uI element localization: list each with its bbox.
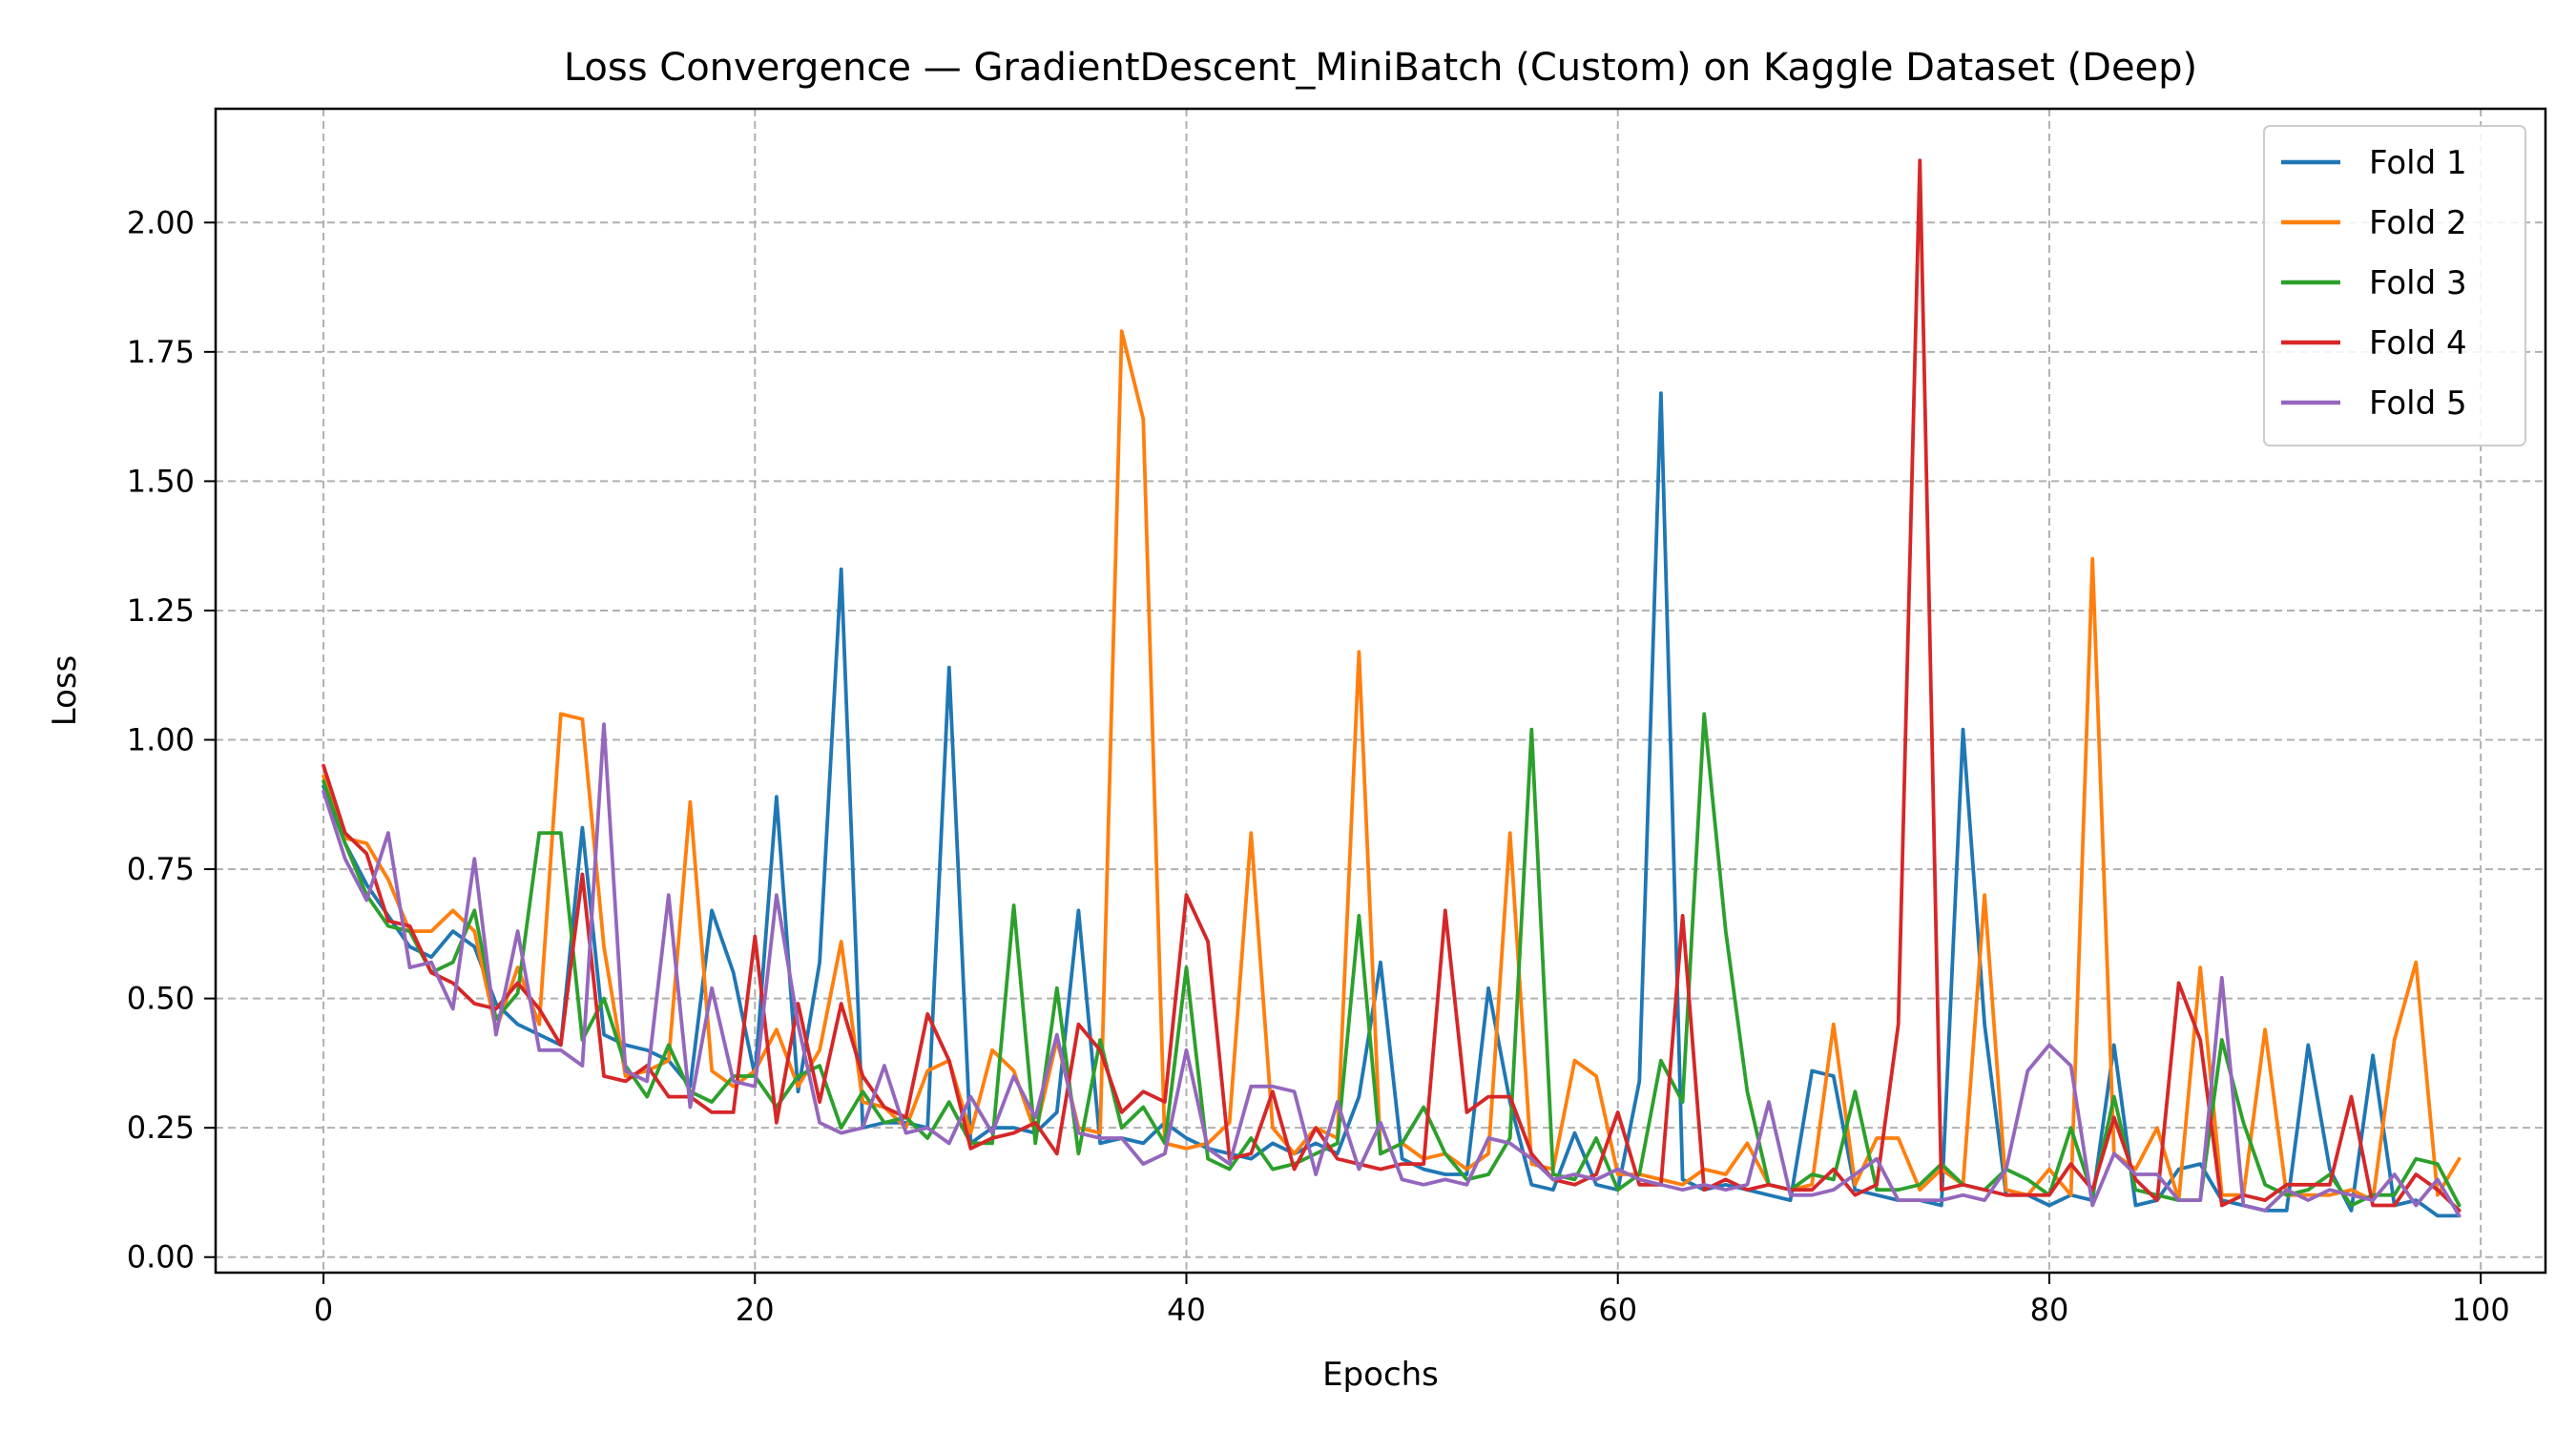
- x-axis-ticks: 0 20 40 60 80 100: [314, 1273, 2510, 1328]
- legend: Fold 1 Fold 2 Fold 3 Fold 4 Fold 5: [2263, 125, 2526, 446]
- x-tick-label: 100: [2452, 1292, 2510, 1328]
- y-tick-label: 0.75: [127, 851, 195, 887]
- series-lines: [322, 158, 2462, 1218]
- y-tick-label: 1.75: [127, 334, 195, 370]
- x-tick-label: 0: [314, 1292, 333, 1328]
- y-tick-label: 0.25: [127, 1110, 195, 1146]
- y-tick-label: 2.00: [127, 204, 195, 240]
- y-tick-label: 0.00: [127, 1239, 195, 1275]
- y-axis-label: Loss: [46, 655, 84, 727]
- y-tick-label: 1.50: [127, 463, 195, 499]
- x-tick-label: 60: [1598, 1292, 1637, 1328]
- y-tick-label: 0.50: [127, 981, 195, 1017]
- x-tick-label: 20: [736, 1292, 775, 1328]
- legend-box: [2263, 125, 2526, 446]
- chart-title: Loss Convergence — GradientDescent_MiniB…: [564, 46, 2197, 90]
- series-line-fold-1: [322, 391, 2462, 1218]
- plot-frame: [214, 107, 2547, 1275]
- legend-label: Fold 4: [2369, 324, 2467, 363]
- legend-label: Fold 2: [2369, 204, 2467, 242]
- legend-label: Fold 1: [2369, 144, 2467, 182]
- x-axis-label: Epochs: [1322, 1356, 1439, 1394]
- legend-label: Fold 5: [2369, 384, 2467, 423]
- series-line-fold-5: [322, 722, 2462, 1218]
- y-tick-label: 1.00: [127, 722, 195, 758]
- series-line-fold-4: [322, 158, 2462, 1213]
- x-tick-label: 40: [1167, 1292, 1206, 1328]
- y-tick-label: 1.25: [127, 592, 195, 629]
- y-axis-ticks: 0.00 0.25 0.50 0.75 1.00 1.25 1.50 1.75 2.00: [127, 204, 216, 1275]
- x-tick-label: 80: [2030, 1292, 2069, 1328]
- legend-label: Fold 3: [2369, 264, 2467, 302]
